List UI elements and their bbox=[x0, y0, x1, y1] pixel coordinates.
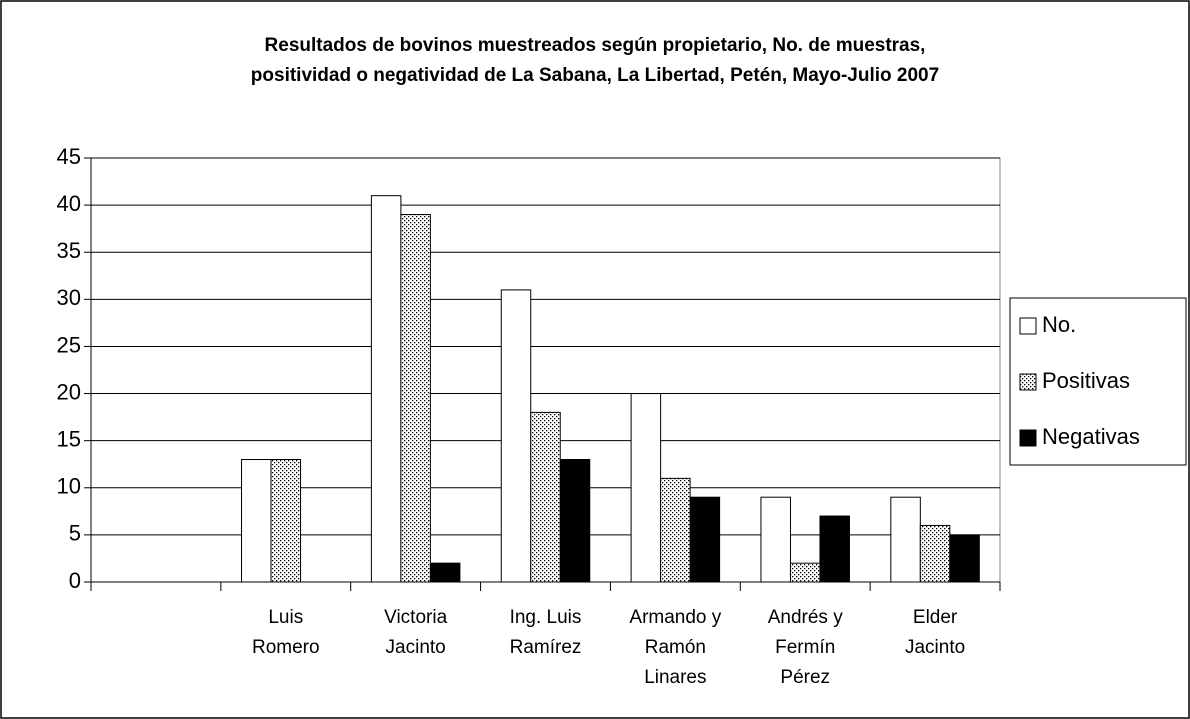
bar bbox=[400, 214, 431, 583]
x-tick-label-line: Elder bbox=[913, 607, 958, 628]
x-tick-label-line: Ramírez bbox=[510, 637, 582, 658]
bar bbox=[559, 459, 591, 583]
bar bbox=[270, 459, 302, 583]
x-tick-label-line: Andrés y bbox=[768, 607, 843, 628]
y-tick-label: 35 bbox=[57, 238, 81, 263]
bar bbox=[530, 411, 561, 583]
x-tick-label-line: Ing. Luis bbox=[510, 607, 582, 628]
x-tick-label-line: Armando y bbox=[629, 607, 721, 628]
bar bbox=[789, 562, 821, 583]
x-tick-label-line: Pérez bbox=[780, 667, 830, 688]
bar bbox=[660, 477, 691, 583]
x-tick-label: Luis Romero bbox=[252, 607, 320, 658]
x-tick-label-line: Jacinto bbox=[905, 637, 965, 658]
x-tick-label: Victoria Jacinto bbox=[384, 607, 447, 658]
legend-swatch bbox=[1019, 373, 1037, 391]
bar bbox=[819, 515, 850, 583]
bar bbox=[760, 496, 791, 583]
y-tick-label: 10 bbox=[57, 474, 81, 499]
x-tick-label-line: Ramón bbox=[645, 637, 706, 658]
x-tick-label: Ing. Luis Ramírez bbox=[510, 607, 582, 658]
x-tick-label-line: Romero bbox=[252, 637, 320, 658]
y-tick-label: 5 bbox=[69, 521, 81, 546]
x-tick-label-line: Luis bbox=[268, 607, 303, 628]
legend-swatch bbox=[1019, 317, 1037, 335]
legend bbox=[1009, 297, 1187, 466]
chart-title: Resultados de bovinos muestreados según … bbox=[265, 35, 926, 56]
y-tick-label: 20 bbox=[57, 379, 81, 404]
y-tick-label: 15 bbox=[57, 426, 81, 451]
x-tick-label-line: Linares bbox=[644, 667, 706, 688]
legend-label: Positivas bbox=[1042, 368, 1130, 393]
x-tick-label-line: Fermín bbox=[775, 637, 835, 658]
y-tick-label: 0 bbox=[69, 568, 81, 593]
y-tick-label: 45 bbox=[57, 144, 81, 169]
x-tick-label: Andrés y Fermín Pérez bbox=[768, 607, 843, 688]
x-tick-label-line: Jacinto bbox=[386, 637, 446, 658]
x-tick-label-line: Victoria bbox=[384, 607, 447, 628]
bar bbox=[689, 496, 721, 583]
x-tick-label: Armando y Ramón Linares bbox=[629, 607, 721, 688]
x-tick-label: Elder Jacinto bbox=[905, 607, 965, 658]
legend-swatch bbox=[1019, 429, 1037, 447]
bar bbox=[630, 393, 662, 583]
legend-label: Negativas bbox=[1042, 424, 1140, 449]
bar bbox=[500, 289, 532, 583]
chart-title: positividad o negatividad de La Sabana, … bbox=[251, 65, 939, 86]
bar bbox=[370, 195, 402, 583]
bar bbox=[890, 496, 921, 583]
y-tick-label: 25 bbox=[57, 332, 81, 357]
bar bbox=[241, 459, 272, 583]
bar bbox=[949, 534, 980, 583]
bar bbox=[429, 562, 461, 583]
bar bbox=[919, 524, 951, 583]
legend-label: No. bbox=[1042, 312, 1076, 337]
y-tick-label: 30 bbox=[57, 285, 81, 310]
y-tick-label: 40 bbox=[57, 191, 81, 216]
